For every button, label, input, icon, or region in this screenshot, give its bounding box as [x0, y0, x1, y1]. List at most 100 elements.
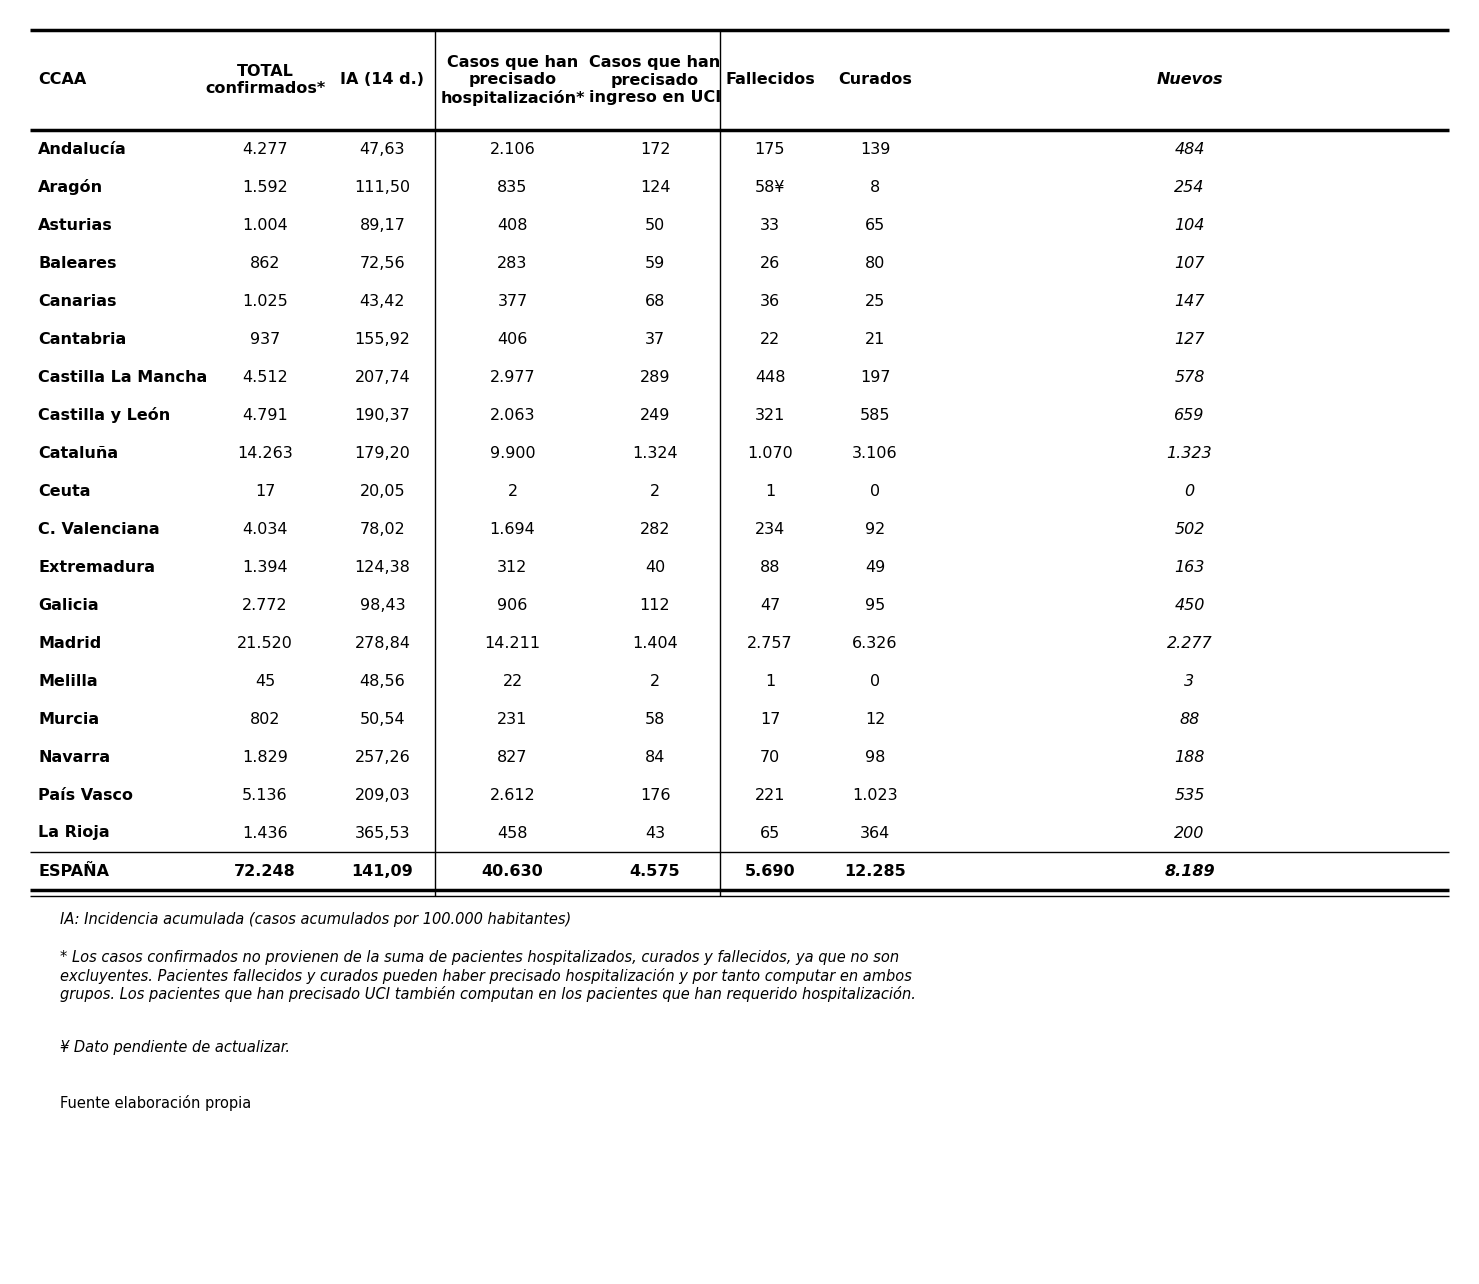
Text: 58¥: 58¥ [754, 180, 785, 194]
Text: 25: 25 [865, 294, 884, 308]
Text: 4.277: 4.277 [243, 141, 288, 157]
Text: 22: 22 [760, 331, 779, 347]
Text: 1.070: 1.070 [747, 446, 793, 461]
Text: 65: 65 [865, 217, 884, 232]
Text: 84: 84 [645, 750, 666, 764]
Text: 124: 124 [640, 180, 670, 194]
Text: 1.436: 1.436 [243, 826, 288, 841]
Text: 1.829: 1.829 [243, 750, 288, 764]
Text: 1.404: 1.404 [632, 636, 677, 651]
Text: 234: 234 [754, 521, 785, 537]
Text: 14.263: 14.263 [237, 446, 293, 461]
Text: 43: 43 [645, 826, 666, 841]
Text: 535: 535 [1174, 787, 1205, 802]
Text: 2: 2 [649, 484, 660, 498]
Text: 78,02: 78,02 [359, 521, 405, 537]
Text: Baleares: Baleares [38, 256, 117, 271]
Text: Melilla: Melilla [38, 674, 98, 688]
Text: Cataluña: Cataluña [38, 446, 118, 461]
Text: 802: 802 [250, 711, 280, 727]
Text: 221: 221 [754, 787, 785, 802]
Text: 278,84: 278,84 [355, 636, 411, 651]
Text: 12.285: 12.285 [845, 864, 905, 878]
Text: Andalucía: Andalucía [38, 141, 127, 157]
Text: 21.520: 21.520 [237, 636, 293, 651]
Text: Galicia: Galicia [38, 597, 99, 612]
Text: 72.248: 72.248 [234, 864, 296, 878]
Text: 175: 175 [754, 141, 785, 157]
Text: 45: 45 [254, 674, 275, 688]
Text: 111,50: 111,50 [355, 180, 411, 194]
Text: 50,54: 50,54 [359, 711, 405, 727]
Text: IA: Incidencia acumulada (casos acumulados por 100.000 habitantes): IA: Incidencia acumulada (casos acumulad… [61, 912, 571, 927]
Text: 124,38: 124,38 [355, 560, 411, 574]
Text: TOTAL
confirmados*: TOTAL confirmados* [206, 64, 325, 96]
Text: 3.106: 3.106 [852, 446, 898, 461]
Text: 98,43: 98,43 [359, 597, 405, 612]
Text: 200: 200 [1174, 826, 1205, 841]
Text: 2.106: 2.106 [490, 141, 535, 157]
Text: 155,92: 155,92 [355, 331, 411, 347]
Text: 659: 659 [1174, 407, 1205, 422]
Text: 1: 1 [765, 674, 775, 688]
Text: 5.690: 5.690 [745, 864, 796, 878]
Text: 92: 92 [865, 521, 884, 537]
Text: 450: 450 [1174, 597, 1205, 612]
Text: 172: 172 [640, 141, 670, 157]
Text: 1.023: 1.023 [852, 787, 898, 802]
Text: C. Valenciana: C. Valenciana [38, 521, 160, 537]
Text: Murcia: Murcia [38, 711, 99, 727]
Text: 406: 406 [497, 331, 528, 347]
Text: 1.694: 1.694 [490, 521, 535, 537]
Text: IA (14 d.): IA (14 d.) [340, 72, 424, 87]
Text: 95: 95 [865, 597, 884, 612]
Text: 1.025: 1.025 [243, 294, 288, 308]
Text: 22: 22 [503, 674, 522, 688]
Text: 14.211: 14.211 [485, 636, 540, 651]
Text: 502: 502 [1174, 521, 1205, 537]
Text: 8.189: 8.189 [1164, 864, 1214, 878]
Text: 408: 408 [497, 217, 528, 232]
Text: 80: 80 [865, 256, 886, 271]
Text: 249: 249 [640, 407, 670, 422]
Text: Madrid: Madrid [38, 636, 101, 651]
Text: 4.791: 4.791 [243, 407, 288, 422]
Text: 2.277: 2.277 [1167, 636, 1213, 651]
Text: 176: 176 [640, 787, 670, 802]
Text: 1.004: 1.004 [243, 217, 288, 232]
Text: 312: 312 [497, 560, 528, 574]
Text: 98: 98 [865, 750, 886, 764]
Text: 139: 139 [859, 141, 890, 157]
Text: 1.394: 1.394 [243, 560, 288, 574]
Text: 89,17: 89,17 [359, 217, 405, 232]
Text: 48,56: 48,56 [359, 674, 405, 688]
Text: 40.630: 40.630 [482, 864, 543, 878]
Text: Fallecidos: Fallecidos [725, 72, 815, 87]
Text: 364: 364 [859, 826, 890, 841]
Text: 321: 321 [754, 407, 785, 422]
Text: 1.324: 1.324 [632, 446, 677, 461]
Text: Ceuta: Ceuta [38, 484, 90, 498]
Text: 70: 70 [760, 750, 779, 764]
Text: * Los casos confirmados no provienen de la suma de pacientes hospitalizados, cur: * Los casos confirmados no provienen de … [61, 950, 916, 1003]
Text: 1: 1 [765, 484, 775, 498]
Text: 207,74: 207,74 [355, 370, 410, 384]
Text: 8: 8 [870, 180, 880, 194]
Text: 40: 40 [645, 560, 666, 574]
Text: 37: 37 [645, 331, 666, 347]
Text: 6.326: 6.326 [852, 636, 898, 651]
Text: 484: 484 [1174, 141, 1205, 157]
Text: 1.592: 1.592 [243, 180, 288, 194]
Text: Fuente elaboración propia: Fuente elaboración propia [61, 1095, 251, 1111]
Text: Asturias: Asturias [38, 217, 112, 232]
Text: 365,53: 365,53 [355, 826, 410, 841]
Text: 2.612: 2.612 [490, 787, 535, 802]
Text: 862: 862 [250, 256, 280, 271]
Text: 282: 282 [640, 521, 670, 537]
Text: 4.575: 4.575 [630, 864, 680, 878]
Text: Casos que han
precisado
hospitalización*: Casos que han precisado hospitalización* [441, 54, 584, 105]
Text: Canarias: Canarias [38, 294, 117, 308]
Text: Castilla La Mancha: Castilla La Mancha [38, 370, 207, 384]
Text: 231: 231 [497, 711, 528, 727]
Text: 197: 197 [859, 370, 890, 384]
